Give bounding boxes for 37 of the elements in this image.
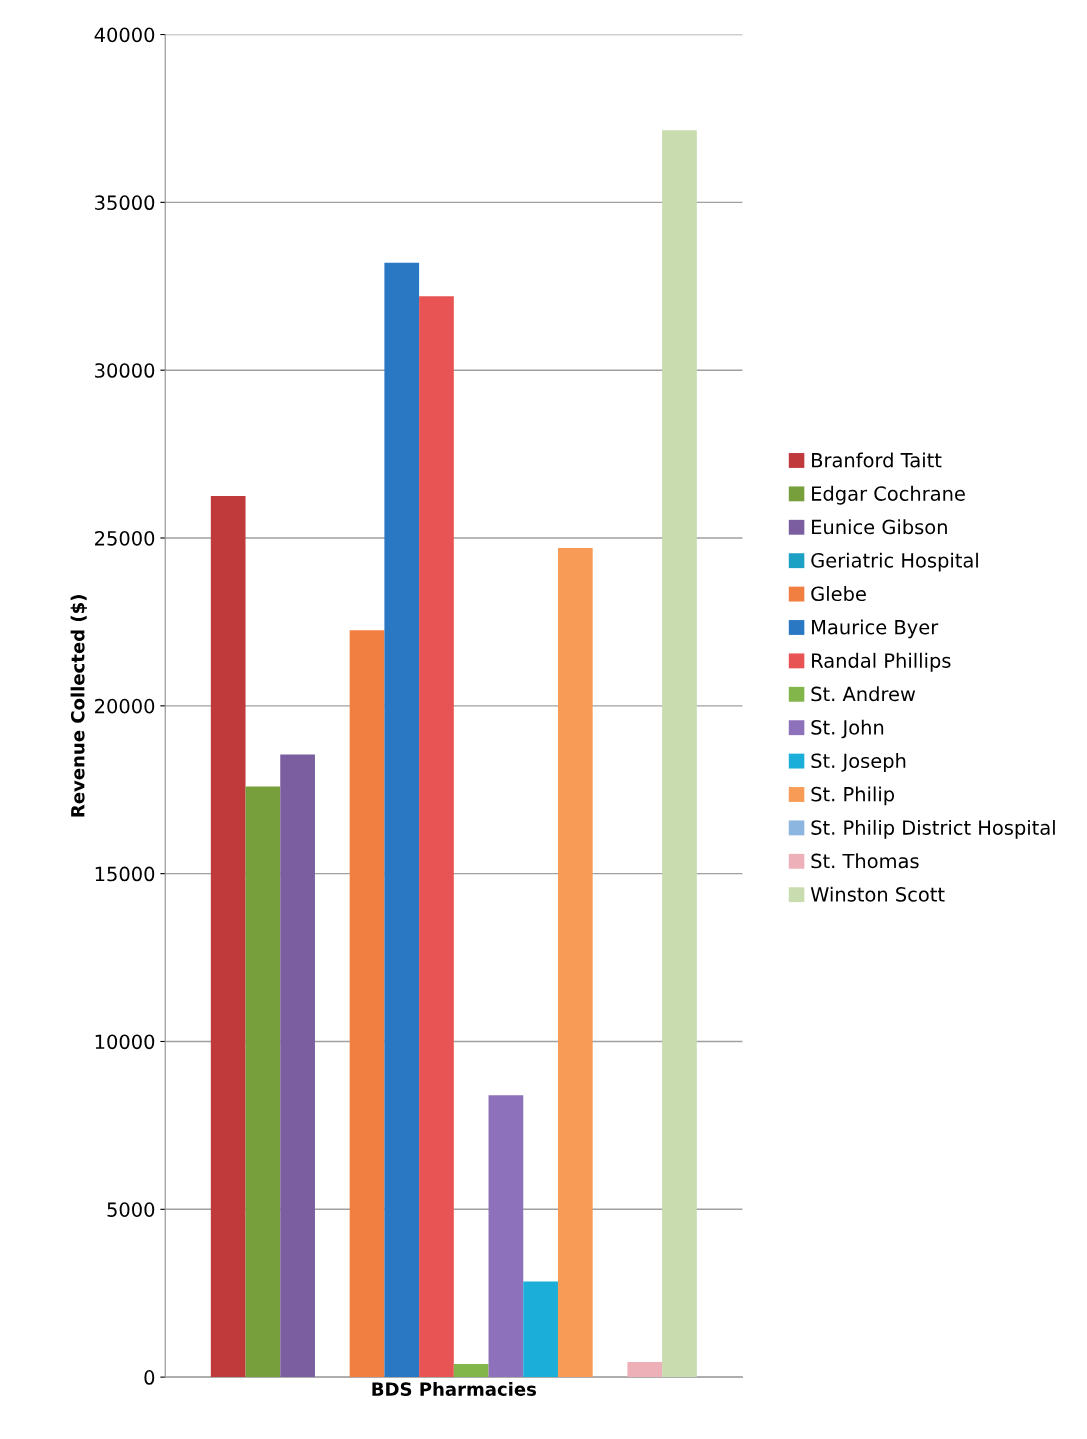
legend-label: Branford Taitt (812, 452, 942, 468)
legend-label: St. Andrew (811, 686, 916, 702)
bar (280, 754, 315, 1378)
y-axis-title: Revenue Collected ($) (70, 595, 87, 817)
bar (557, 548, 593, 1378)
bar (453, 1364, 489, 1378)
bar (662, 130, 697, 1378)
legend-label: St. Joseph (811, 753, 906, 772)
bar (349, 630, 385, 1378)
legend-label: Glebe (811, 586, 866, 602)
bar (384, 262, 420, 1378)
legend-label: Maurice Byer (812, 619, 939, 639)
y-tick-label: 0 (144, 1370, 155, 1385)
legend-label: St. Thomas (811, 853, 919, 869)
legend-label: St. John (811, 719, 884, 739)
bar (488, 1095, 524, 1378)
y-tick-label: 25000 (95, 530, 155, 546)
x-tick-label: BDS Pharmacies (372, 1381, 537, 1396)
y-tick-label: 20000 (95, 698, 155, 714)
bar (523, 1281, 558, 1378)
bar (627, 1362, 663, 1378)
legend-label: Winston Scott (810, 886, 945, 902)
y-tick-label: 30000 (95, 363, 155, 378)
bar (419, 296, 454, 1378)
legend-label: Eunice Gibson (812, 519, 947, 535)
legend-label: St. Philip District Hospital (811, 819, 1055, 839)
y-tick-label: 10000 (95, 1034, 155, 1050)
y-tick-label: 40000 (94, 27, 155, 43)
legend-label: St. Philip (811, 786, 895, 806)
legend-label: Randal Phillips (812, 652, 951, 672)
y-tick-label: 35000 (95, 195, 155, 211)
bar (245, 786, 281, 1378)
y-tick-label: 15000 (95, 866, 155, 882)
legend-label: Geriatric Hospital (811, 552, 978, 572)
bar (210, 496, 246, 1378)
y-tick-label: 5000 (107, 1202, 155, 1217)
legend-label: Edgar Cochrane (812, 485, 965, 505)
